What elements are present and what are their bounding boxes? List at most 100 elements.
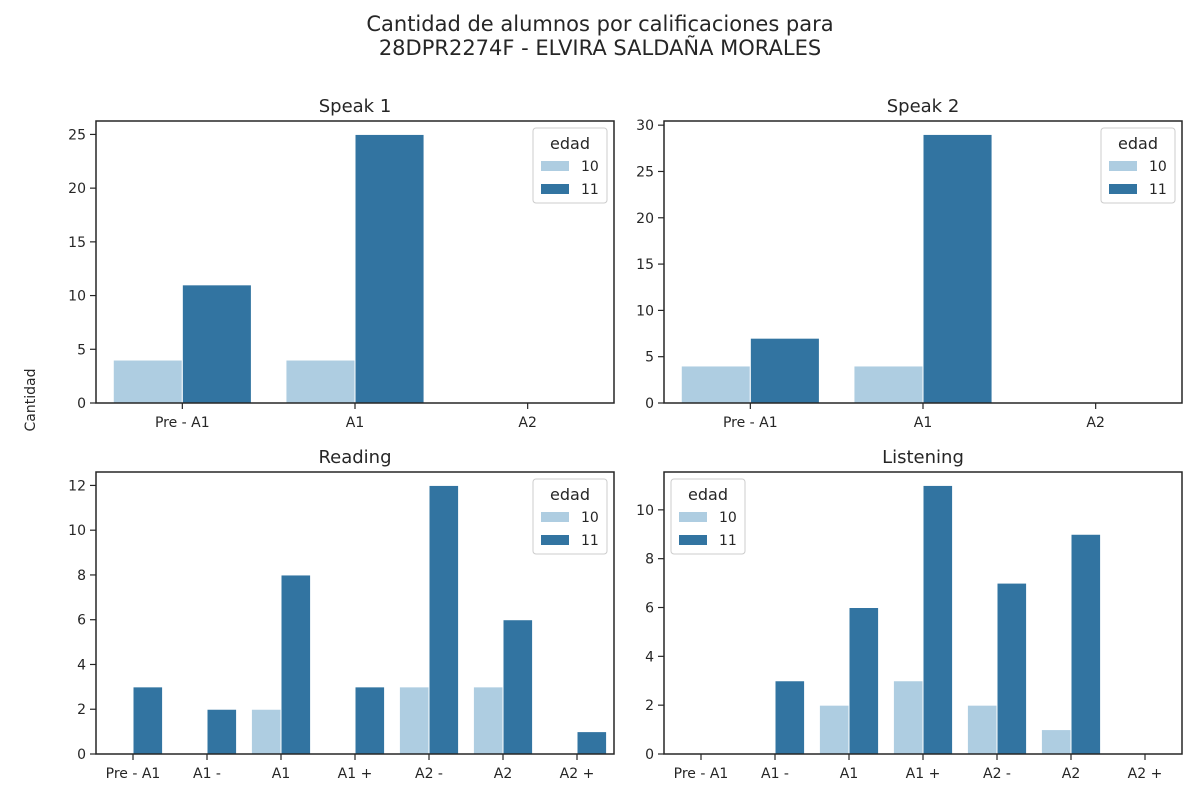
legend-swatch [541,512,569,522]
y-tick-label: 0 [645,747,654,763]
y-tick-label: 30 [636,118,654,134]
legend-title: edad [688,485,728,504]
x-tick-label: A1 + [906,766,941,782]
legend-swatch [541,184,569,194]
bar [181,284,252,404]
legend-swatch [1109,184,1137,194]
x-tick-label: Pre - A1 [674,766,729,782]
bar [774,680,806,755]
subplot-0: Speak 1 0 5 10 15 20 25 Pre - A1 A1 A2 edad 10 11 [68,96,615,431]
y-tick-label: 12 [68,478,86,494]
subplot-3: Listening 0 2 4 6 8 10 Pre - A1 A1 - A1 A1 + A2 - A2… [636,447,1183,782]
legend: edad 10 11 [532,127,608,204]
bar [502,619,534,755]
figure-title-line-2: 28DPR2274F - ELVIRA SALDAÑA MORALES [378,36,822,60]
bar [749,337,820,404]
figure-title: Cantidad de alumnos por calificaciones p… [0,12,1200,60]
subplot-1: Speak 2 0 5 10 15 20 25 30 Pre - A1 A1 A2 edad 10 11 [636,96,1183,431]
y-tick-label: 20 [636,211,654,227]
x-tick-label: A1 [914,415,932,431]
bar [354,686,386,755]
legend: edad 10 11 [670,478,746,555]
x-tick-label: A2 + [1128,766,1163,782]
x-tick-label: A2 [518,415,536,431]
y-tick-label: 20 [68,181,86,197]
figure-title-line-1: Cantidad de alumnos por calificaciones p… [366,12,834,36]
legend-swatch [1109,161,1137,171]
y-tick-label: 2 [645,698,654,714]
bar [250,708,282,755]
bar [922,133,993,404]
y-tick-label: 10 [636,303,654,319]
y-tick-label: 6 [77,613,86,629]
y-tick-label: 0 [77,747,86,763]
y-tick-label: 8 [77,568,86,584]
bar [892,680,924,755]
bar [398,686,430,755]
x-tick-label: A1 [272,766,290,782]
subplot-title: Speak 1 [319,96,392,117]
bar [922,484,954,755]
bar [132,686,164,755]
legend-entry: 11 [581,182,599,198]
bar [996,582,1028,755]
subplot-title: Speak 2 [887,96,960,117]
bar [848,607,880,755]
y-tick-label: 25 [636,164,654,180]
y-tick-label: 0 [77,396,86,412]
x-tick-label: A1 [840,766,858,782]
y-tick-label: 4 [77,657,86,673]
y-tick-label: 10 [68,523,86,539]
y-tick-label: 10 [68,289,86,305]
axes-frame [95,471,615,755]
x-tick-label: A2 - [415,766,443,782]
bar [853,365,924,404]
legend: edad 10 11 [532,478,608,555]
x-tick-label: A2 [494,766,512,782]
bar [280,574,312,755]
bar [354,133,425,404]
legend-entry: 10 [581,159,599,175]
x-tick-label: A2 + [560,766,595,782]
y-tick-label: 5 [645,350,654,366]
y-tick-label: 2 [77,702,86,718]
axes-frame [95,120,615,404]
legend-swatch [541,161,569,171]
y-tick-label: 5 [77,342,86,358]
subplot-title: Reading [318,447,391,468]
bar [112,359,183,404]
x-tick-label: Pre - A1 [106,766,161,782]
x-tick-label: A1 - [761,766,789,782]
legend-swatch [679,535,707,545]
legend-entry: 10 [581,510,599,526]
bar [206,708,238,755]
x-tick-label: A2 [1062,766,1080,782]
legend-entry: 11 [581,533,599,549]
y-tick-label: 0 [645,396,654,412]
bar [285,359,356,404]
y-tick-label: 15 [636,257,654,273]
legend-entry: 10 [719,510,737,526]
legend-entry: 10 [1149,159,1167,175]
x-tick-label: Pre - A1 [155,415,210,431]
bar [818,704,850,755]
y-tick-label: 4 [645,649,654,665]
y-tick-label: 6 [645,601,654,617]
y-tick-label: 25 [68,127,86,143]
x-tick-label: Pre - A1 [723,415,778,431]
axes-frame [663,471,1183,755]
legend-title: edad [550,485,590,504]
x-tick-label: A1 [346,415,364,431]
x-tick-label: A2 [1086,415,1104,431]
legend-swatch [679,512,707,522]
x-tick-label: A1 + [338,766,373,782]
legend-entry: 11 [1149,182,1167,198]
y-tick-label: 10 [636,503,654,519]
subplot-title: Listening [882,447,964,468]
legend-title: edad [1118,134,1158,153]
legend-swatch [541,535,569,545]
bar [1040,729,1072,755]
y-tick-label: 15 [68,235,86,251]
bar [966,704,998,755]
